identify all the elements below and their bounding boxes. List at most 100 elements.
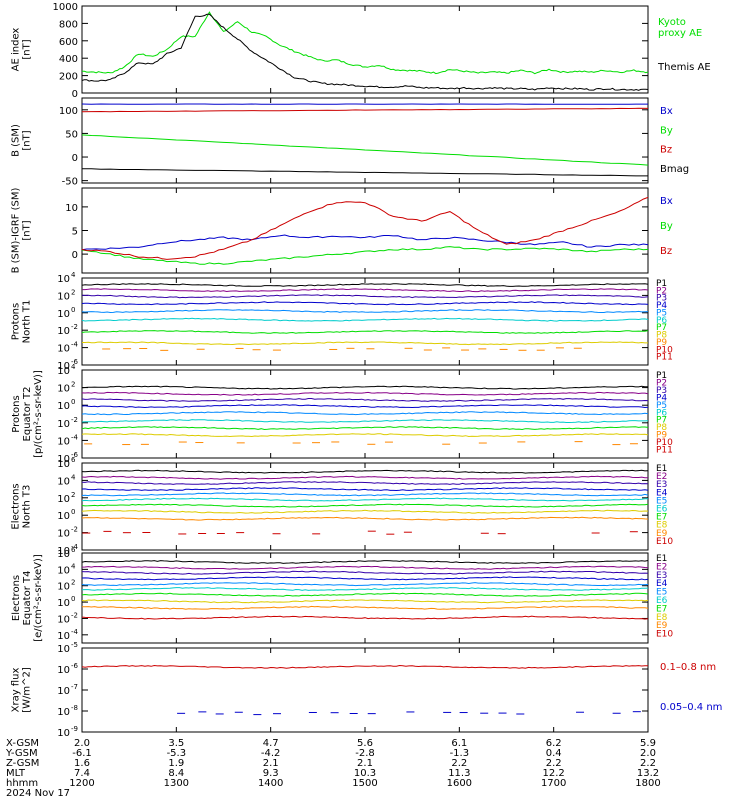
y-tick-label: 200 [59, 72, 78, 83]
legend-entry-0p05-0p4nm: 0.05–0.4 nm [660, 702, 722, 713]
legend-entry-e6: E6 [656, 596, 668, 606]
legend-entry-p2: P2 [656, 286, 667, 296]
legend-entry-p8: P8 [656, 331, 667, 341]
series-line-e3 [81, 481, 649, 485]
x-row-label-1: Y-GSM [5, 748, 38, 759]
x-col-value: 2.2 [546, 758, 562, 769]
x-col-value: 6.1 [451, 738, 467, 749]
legend-entry-e7: E7 [656, 513, 667, 523]
legend-entry-p9: P9 [656, 431, 667, 441]
y-tick-label: 10 [57, 384, 70, 395]
series-line-p4 [81, 301, 649, 306]
y-tick-exponent: -2 [71, 526, 78, 534]
legend-entry-0p1-0p8nm: 0.1–0.8 nm [660, 662, 716, 673]
series-line-bmag [82, 168, 648, 177]
series-line-p3 [81, 294, 649, 299]
legend: 0.1–0.8 nm 0.05–0.4 nm [660, 662, 722, 713]
y-tick-label: 10 [57, 644, 70, 655]
legend-entry-e6: E6 [656, 505, 668, 515]
y-tick-exponent: 2 [71, 381, 75, 389]
legend-entry-p3: P3 [656, 386, 667, 396]
panel-frame [81, 187, 649, 274]
x-col-value: -5.3 [167, 748, 187, 759]
x-col-value: 1400 [258, 778, 283, 789]
y-tick-label: 100 [59, 106, 78, 117]
y-axis-label: Electrons [11, 575, 22, 621]
y-tick-exponent: 4 [71, 271, 76, 279]
y-tick-label: -50 [62, 177, 78, 188]
series-line-e9 [81, 516, 649, 521]
x-col-value: -1.3 [450, 748, 470, 759]
x-col-value: 1800 [635, 778, 660, 789]
y-tick-label: 10 [65, 203, 78, 214]
x-col-value: 3.5 [168, 738, 184, 749]
x-col-value: 7.4 [74, 768, 90, 779]
series-line-e4 [81, 487, 649, 492]
x-col-value: 1600 [447, 778, 472, 789]
series-line-by [81, 134, 649, 166]
x-col-value: 4.7 [263, 738, 279, 749]
y-tick-exponent: -2 [71, 323, 78, 331]
legend-entry-p6: P6 [656, 316, 667, 326]
y-tick-label: 10 [57, 582, 70, 593]
x-col-value: 2.2 [640, 758, 656, 769]
x-row-label-5: 2024 Nov 17 [6, 788, 70, 799]
series-line-p6 [81, 419, 649, 423]
y-tick-label: 5 [72, 227, 78, 238]
legend-entry-e9: E9 [656, 621, 668, 631]
y-axis-label: North T3 [22, 485, 33, 529]
x-col-value: 10.3 [354, 768, 376, 779]
series-line-e8 [81, 599, 649, 604]
y-tick-exponent: -9 [71, 725, 78, 733]
x-col-value: 6.2 [546, 738, 562, 749]
y-tick-label: 10 [57, 665, 70, 676]
y-tick-label: 10 [57, 274, 70, 285]
y-tick-label: 1000 [53, 2, 78, 13]
y-tick-exponent: 6 [71, 456, 76, 464]
series-line-p5 [81, 411, 649, 416]
legend-entry-p8: P8 [656, 423, 667, 433]
series-line-e6 [81, 497, 649, 502]
y-axis-label: [W/m^2] [22, 667, 33, 713]
x-col-value: -2.8 [355, 748, 375, 759]
legend-entry-p6: P6 [656, 408, 667, 418]
series-line-e6 [81, 587, 649, 591]
series-line-p4 [81, 404, 649, 409]
series-line-p7 [81, 426, 649, 431]
x-col-value: 1700 [541, 778, 566, 789]
series-line-0-1-0-8-nm [81, 664, 648, 669]
y-tick-exponent: 0 [71, 306, 75, 314]
y-tick-label: 10 [57, 614, 70, 625]
y-tick-exponent: -4 [71, 341, 79, 349]
x-col-value: 0.4 [546, 748, 562, 759]
y-tick-label: 10 [57, 459, 70, 470]
y-tick-exponent: -4 [71, 628, 79, 636]
x-col-value: 5.6 [357, 738, 373, 749]
y-tick-label: 0 [72, 250, 78, 261]
y-axis-label: [nT] [22, 130, 33, 150]
x-col-value: 1200 [69, 778, 94, 789]
series-line-p2 [81, 391, 649, 396]
series-line-p5 [81, 309, 649, 314]
series-line-e2 [81, 475, 649, 480]
x-row-label-0: X-GSM [6, 738, 39, 749]
legend-entry-e8: E8 [656, 613, 668, 623]
legend-entry-e7: E7 [656, 604, 667, 614]
x-col-value: 1300 [164, 778, 189, 789]
y-tick-label: 10 [57, 546, 70, 557]
series-line-e10 [81, 615, 649, 620]
y-tick-exponent: 0 [71, 595, 75, 603]
y-tick-label: 10 [57, 549, 70, 560]
x-col-value: 1.9 [168, 758, 184, 769]
series-line-themis-ae [81, 13, 649, 91]
legend: Bx By Bz [660, 196, 673, 257]
y-tick-exponent: 4 [71, 473, 76, 481]
series-line-e7 [81, 592, 649, 597]
panel-frame [81, 647, 649, 733]
legend-entry-p10: P10 [656, 438, 673, 448]
